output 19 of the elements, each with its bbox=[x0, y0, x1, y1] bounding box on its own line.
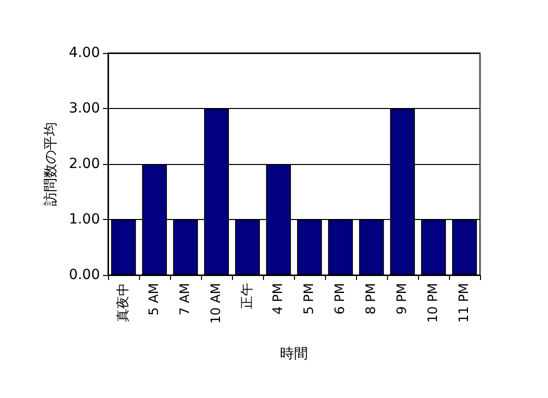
x-tick-label: 7 AM bbox=[178, 283, 193, 316]
x-tick-label: 11 PM bbox=[457, 283, 472, 323]
x-tick-label: 5 AM bbox=[147, 283, 162, 316]
x-tick-label: 6 PM bbox=[333, 283, 348, 314]
x-tick-label: 10 AM bbox=[209, 283, 224, 324]
x-tick-label: 4 PM bbox=[271, 283, 286, 314]
x-tick-label: 5 PM bbox=[302, 283, 317, 314]
x-axis-title: 時間 bbox=[280, 346, 308, 362]
y-tick-label: 0.00 bbox=[68, 267, 100, 283]
y-tick-label: 3.00 bbox=[68, 100, 100, 116]
x-tick-label: 正午 bbox=[240, 283, 255, 309]
x-tick-label: 8 PM bbox=[364, 283, 379, 314]
x-tick-label: 9 PM bbox=[395, 283, 410, 314]
y-tick-label: 2.00 bbox=[68, 156, 100, 172]
x-tick-label: 10 PM bbox=[426, 283, 441, 323]
x-tick-label: 真夜中 bbox=[115, 283, 131, 322]
y-axis-title: 訪問数の平均 bbox=[42, 122, 59, 206]
y-tick-label: 1.00 bbox=[68, 212, 100, 228]
y-tick-label: 4.00 bbox=[68, 45, 100, 61]
